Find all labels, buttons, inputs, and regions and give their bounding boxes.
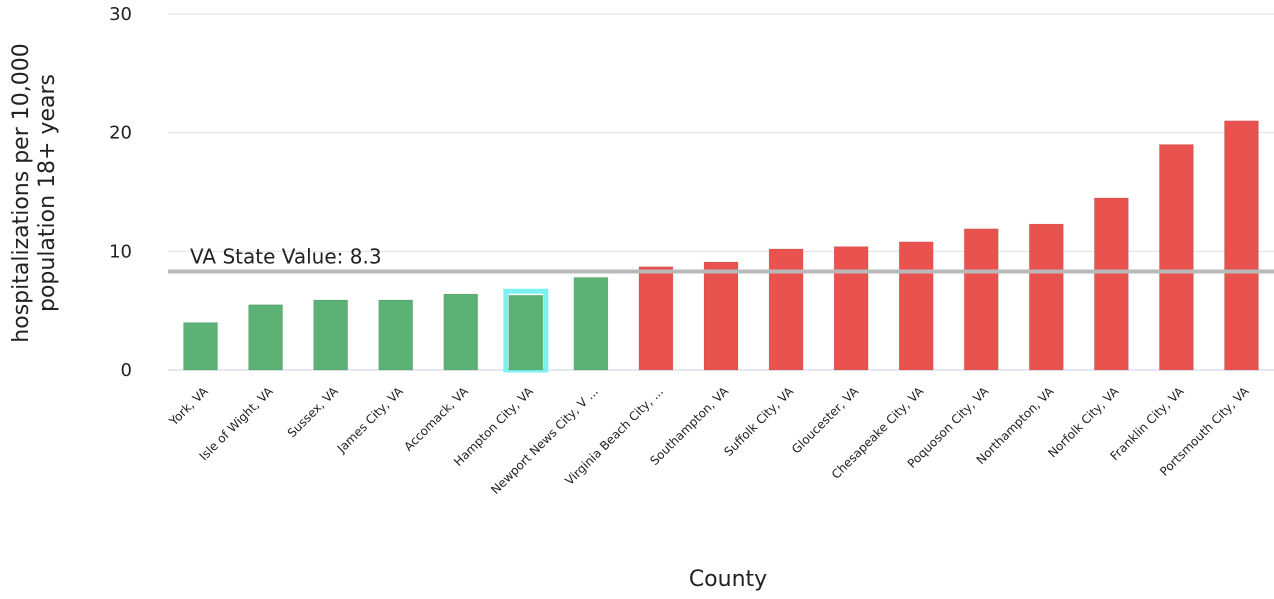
y-tick-label: 20 bbox=[109, 123, 132, 144]
bar[interactable] bbox=[963, 228, 999, 371]
x-tick-label: Accomack, VA bbox=[401, 384, 471, 454]
x-axis-title: County bbox=[689, 567, 767, 592]
y-axis-title-line-1: hospitalizations per 10,000 bbox=[9, 43, 34, 342]
x-tick-label: York, VA bbox=[166, 384, 211, 429]
bar[interactable] bbox=[313, 299, 349, 371]
bar[interactable] bbox=[183, 322, 219, 371]
x-tick-label: Newport News City, V ... bbox=[488, 384, 601, 497]
bar[interactable] bbox=[833, 246, 869, 371]
bar[interactable] bbox=[443, 293, 479, 371]
bar[interactable] bbox=[1223, 120, 1259, 371]
x-tick-label: James City, VA bbox=[334, 384, 407, 457]
bar[interactable] bbox=[638, 266, 674, 371]
bar[interactable] bbox=[768, 248, 804, 371]
bar[interactable] bbox=[1093, 197, 1129, 371]
y-axis-ticks: 0 10 20 30 bbox=[109, 4, 132, 381]
bar[interactable] bbox=[703, 261, 739, 371]
x-tick-label: Gloucester, VA bbox=[789, 384, 862, 457]
y-tick-label: 10 bbox=[109, 241, 132, 262]
x-tick-label: Suffolk City, VA bbox=[721, 384, 796, 459]
bars bbox=[183, 120, 1259, 373]
reference-line-label: VA State Value: 8.3 bbox=[190, 245, 382, 269]
bar[interactable] bbox=[248, 304, 284, 371]
bar[interactable] bbox=[1158, 144, 1194, 371]
bar[interactable] bbox=[898, 241, 934, 371]
bar[interactable] bbox=[378, 299, 414, 371]
bar[interactable] bbox=[573, 276, 609, 371]
bar[interactable] bbox=[1028, 223, 1064, 371]
y-tick-label: 30 bbox=[109, 4, 132, 25]
y-axis-title-line-2: population 18+ years bbox=[35, 74, 60, 312]
x-tick-label: Sussex, VA bbox=[285, 384, 342, 441]
y-tick-label: 0 bbox=[121, 360, 132, 381]
bar[interactable] bbox=[508, 294, 544, 371]
x-tick-label: Norfolk City, VA bbox=[1045, 384, 1122, 461]
